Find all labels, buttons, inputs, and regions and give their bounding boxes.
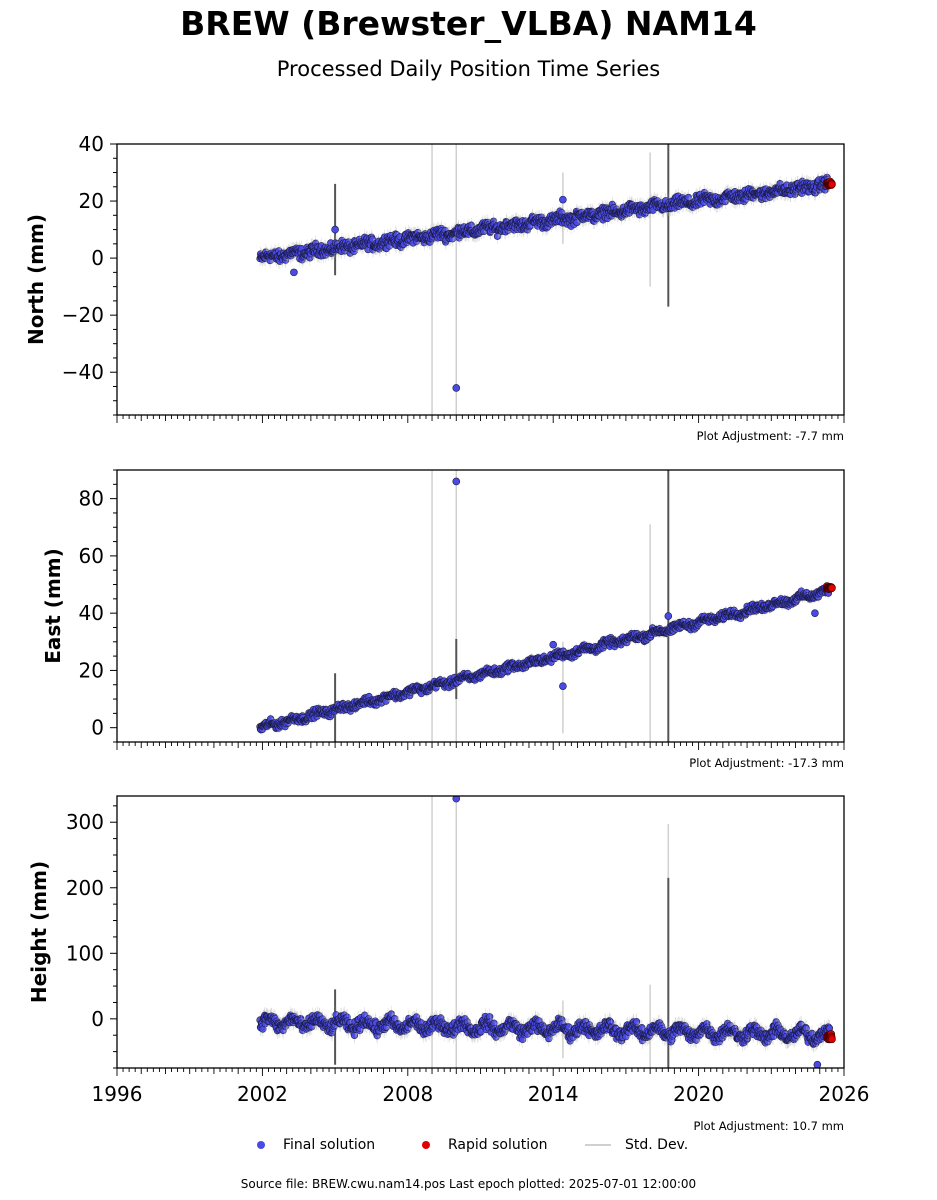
final-point-outlier (331, 225, 339, 234)
plot-area (256, 144, 836, 415)
chart-subtitle: Processed Daily Position Time Series (276, 57, 661, 81)
y-tick-label: 40 (79, 132, 104, 156)
final-point-outlier (559, 682, 567, 690)
y-tick-label: −20 (62, 303, 104, 327)
y-tick-label: 20 (79, 189, 104, 213)
axes-frame (116, 469, 845, 743)
final-point-outlier (549, 640, 558, 649)
rapid-point (827, 180, 836, 189)
chart-title: BREW (Brewster_VLBA) NAM14 (180, 4, 757, 43)
y-tick-label: 60 (79, 544, 104, 568)
final-point-outlier (559, 195, 567, 204)
y-axis-label: North (mm) (24, 214, 48, 345)
y-tick-label: 0 (91, 246, 104, 270)
final-point-outlier (452, 384, 461, 392)
rapid-point (827, 584, 836, 592)
y-tick-label: 40 (79, 601, 104, 625)
panel-1: 40 20 0 −20 −40 North (mm) Plot Adjustment: -7… (24, 132, 845, 443)
final-point-outlier (664, 612, 673, 620)
y-tick-label: 0 (91, 716, 104, 740)
final-point-outlier (290, 268, 298, 277)
plot-area (256, 470, 836, 742)
final-point-outlier (452, 477, 461, 486)
final-point-outlier (811, 609, 819, 617)
plot-adjustment: Plot Adjustment: -7.7 mm (697, 429, 844, 443)
y-tick-label: −40 (62, 360, 104, 384)
y-tick-label: 80 (79, 487, 104, 511)
y-tick-label: 20 (79, 658, 104, 682)
